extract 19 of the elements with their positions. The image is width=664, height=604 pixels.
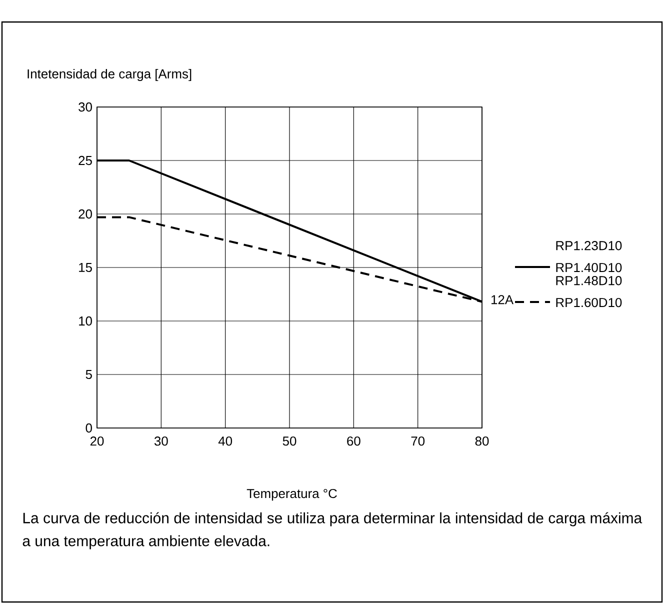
x-tick-label: 70 xyxy=(411,436,425,446)
y-tick-label: 20 xyxy=(78,209,92,219)
y-axis-title: Intetensidad de carga [Arms] xyxy=(28,68,192,82)
annotation: 12A xyxy=(491,295,514,304)
y-tick-label: 25 xyxy=(78,156,92,166)
x-tick-label: 60 xyxy=(347,436,360,446)
y-tick-label: 5 xyxy=(86,370,92,380)
text: RP1.23D10 RP1.40D10 xyxy=(556,241,622,272)
x-tick-label: 50 xyxy=(282,436,296,446)
y-tick-label: 30 xyxy=(78,102,92,112)
x-tick-label: 80 xyxy=(475,436,489,446)
y-tick-label: 10 xyxy=(79,316,92,326)
x-axis-title: Temperatura °C xyxy=(246,488,337,501)
text: RP1.48D10 RP1.60D10 xyxy=(556,276,622,308)
x-tick-label: 40 xyxy=(218,436,232,446)
x-tick-label: 30 xyxy=(154,436,168,446)
y-tick-label: 0 xyxy=(86,423,92,433)
text: La curva de reducción de intensidad se utiliza para determinar la intensidad de carga máxima a una temperatura ambiente elevada. xyxy=(22,512,642,550)
y-tick-label: 15 xyxy=(79,262,92,272)
